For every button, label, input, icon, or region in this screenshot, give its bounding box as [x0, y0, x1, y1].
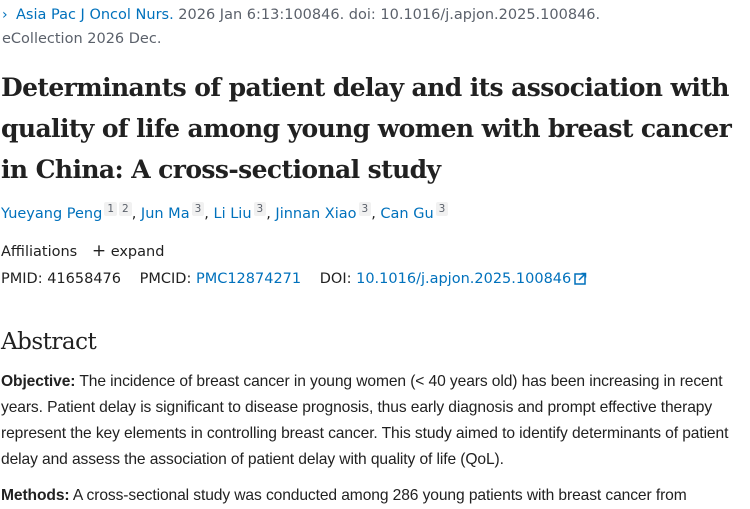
identifiers-line: PMID: 41658476 PMCID: PMC12874271 DOI: 1… — [1, 267, 587, 293]
author-link[interactable]: Li Liu — [213, 206, 252, 222]
affiliation-ref[interactable]: 3 — [358, 202, 372, 216]
abstract-objective: Objective: The incidence of breast cance… — [1, 369, 749, 473]
author-link[interactable]: Can Gu — [380, 206, 434, 222]
pmid-value: 41658476 — [47, 271, 122, 287]
abstract-heading: Abstract — [1, 329, 97, 355]
doi-label: DOI: — [319, 271, 352, 287]
citation-line: › Asia Pac J Oncol Nurs. 2026 Jan 6:13:10… — [2, 3, 747, 51]
methods-label: Methods: — [1, 487, 70, 504]
pmid-label: PMID: — [1, 271, 43, 287]
external-link-icon[interactable] — [574, 269, 587, 293]
doi-link[interactable]: 10.1016/j.apjon.2025.100846 — [356, 271, 572, 287]
article-title: Determinants of patient delay and its as… — [1, 73, 732, 184]
author-link[interactable]: Jun Ma — [140, 206, 190, 222]
author-list: Yueyang Peng 1 2, Jun Ma 3, Li Liu 3, Jinnan… — [1, 200, 449, 228]
author-separator: , — [204, 206, 214, 222]
affiliation-ref[interactable]: 3 — [253, 202, 267, 216]
author-separator: , — [371, 206, 381, 222]
methods-text: A cross-sectional study was conducted am… — [69, 487, 687, 504]
affiliations-toggle[interactable]: Affiliations + expand — [1, 239, 164, 264]
journal-link[interactable]: Asia Pac J Oncol Nurs. — [16, 7, 174, 23]
affiliation-ref[interactable]: 1 — [104, 202, 118, 216]
plus-icon[interactable]: + — [91, 241, 107, 261]
affiliation-ref[interactable]: 3 — [435, 202, 449, 216]
ecollection-text: eCollection 2026 Dec. — [2, 31, 162, 47]
objective-label: Objective: — [1, 373, 76, 390]
author-link[interactable]: Yueyang Peng — [1, 206, 103, 222]
objective-text: The incidence of breast cancer in young … — [1, 373, 729, 468]
author-separator: , — [266, 206, 276, 222]
pmcid-link[interactable]: PMC12874271 — [195, 271, 302, 287]
pmcid-label: PMCID: — [139, 271, 192, 287]
chevron-right-icon[interactable]: › — [2, 7, 8, 23]
citation-details: 2026 Jan 6:13:100846. doi: 10.1016/j.apj… — [173, 7, 601, 23]
author-link[interactable]: Jinnan Xiao — [275, 206, 357, 222]
affiliation-ref[interactable]: 3 — [191, 202, 205, 216]
abstract-methods: Methods: A cross-sectional study was con… — [1, 483, 749, 509]
expand-button[interactable]: expand — [110, 244, 165, 260]
affiliations-label: Affiliations — [1, 244, 78, 260]
affiliation-ref[interactable]: 2 — [119, 202, 132, 216]
author-separator: , — [131, 206, 141, 222]
